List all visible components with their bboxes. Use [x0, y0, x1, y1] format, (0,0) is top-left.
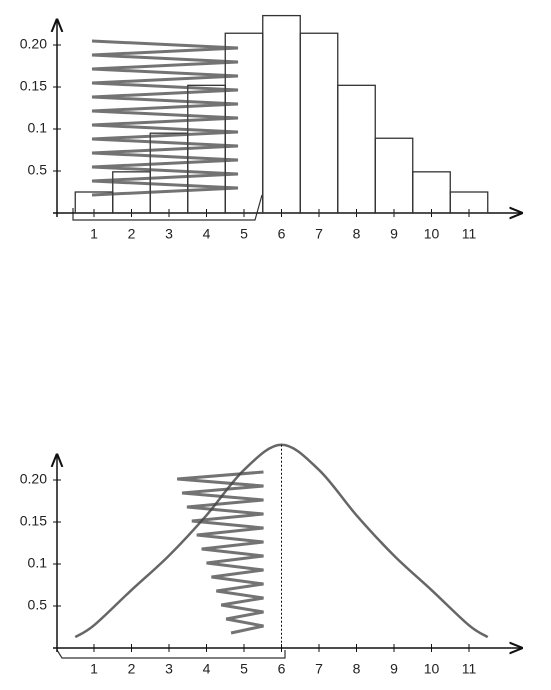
x-tick-label: 6	[278, 226, 286, 242]
x-tick-label: 4	[203, 226, 211, 242]
y-tick-label: 0.5	[28, 597, 48, 613]
shading	[91, 39, 239, 197]
shading	[177, 470, 264, 635]
x-tick-label: 9	[390, 226, 398, 242]
x-tick-label: 2	[128, 226, 136, 242]
y-tick-label: 0.1	[28, 555, 48, 571]
x-tick-label: 1	[90, 661, 98, 677]
x-tick-label: 9	[390, 661, 398, 677]
y-tick-label: 0.20	[20, 471, 47, 487]
bar	[374, 137, 414, 214]
x-tick-label: 11	[462, 226, 477, 242]
x-tick-label: 8	[353, 226, 361, 242]
y-tick-label: 0.15	[20, 513, 47, 529]
bar	[449, 191, 489, 214]
x-tick-label: 2	[128, 661, 136, 677]
x-tick-label: 7	[315, 226, 323, 242]
x-tick-label: 5	[240, 661, 248, 677]
bar	[262, 14, 301, 214]
x-tick-label: 10	[424, 661, 440, 677]
y-tick-label: 0.20	[20, 36, 47, 52]
y-tick-label: 0.5	[28, 162, 48, 178]
x-tick-label: 8	[353, 661, 361, 677]
shading-bracket	[56, 649, 286, 659]
chart: 0.5 0.1 0.15 0.20 1 2 3 4 5 6 7 8 9 10 11	[20, 14, 522, 242]
y-tick-label: 0.1	[28, 120, 48, 136]
x-tick-label: 11	[462, 661, 477, 677]
x-tick-label: 10	[424, 226, 440, 242]
bar	[149, 132, 189, 214]
x-tick-label: 3	[165, 226, 173, 242]
y-tick-label: 0.15	[20, 78, 47, 94]
x-tick-label: 4	[203, 661, 211, 677]
x-tick-label: 3	[165, 661, 173, 677]
x-tick-label: 7	[315, 661, 323, 677]
bar	[299, 32, 339, 214]
shading-bracket	[72, 194, 263, 221]
chart: 0.5 0.1 0.15 0.20 1 2 3 4 5 6 7 8 9 10 11	[20, 443, 522, 677]
x-tick-label: 5	[240, 226, 248, 242]
x-tick-label: 6	[278, 661, 286, 677]
bar	[412, 171, 451, 214]
bar	[337, 84, 376, 214]
x-tick-label: 1	[90, 226, 98, 242]
